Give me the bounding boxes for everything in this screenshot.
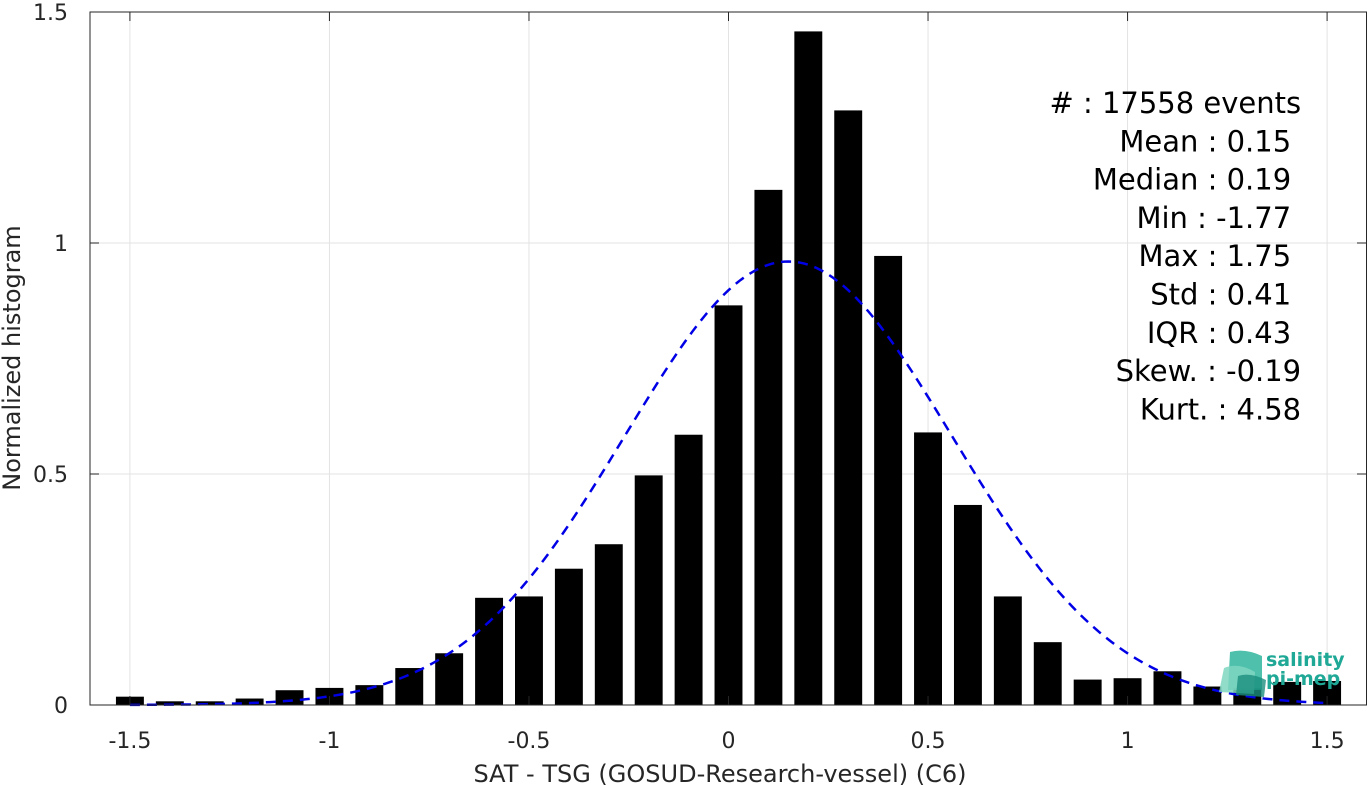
y-tick-label: 1 — [54, 232, 68, 257]
x-tick-label: 0 — [722, 729, 736, 754]
logo-text-salinity: salinity — [1266, 649, 1345, 671]
x-tick-label: -1 — [318, 729, 340, 754]
histogram-bar — [395, 668, 424, 705]
histogram-bar — [475, 597, 504, 705]
histogram-bar — [435, 653, 464, 705]
histogram-bar — [754, 189, 783, 705]
gaussian-fit-curve — [129, 260, 1328, 707]
y-axis-label: Normalized histogram — [0, 225, 26, 490]
histogram-bar — [993, 596, 1022, 705]
x-tick-label: 1 — [1121, 729, 1135, 754]
histogram-bar — [195, 701, 224, 705]
stat-line: Kurt. : 4.58 — [1140, 392, 1301, 426]
histogram-bar — [515, 596, 543, 705]
x-tick-label: -1.5 — [108, 729, 151, 754]
histogram-bar — [794, 31, 823, 706]
histogram-bar — [1033, 642, 1062, 705]
y-tick-label: 0 — [54, 694, 68, 719]
histogram-bar — [1193, 686, 1222, 705]
x-tick-labels: -1.5 -1 -0.5 0 0.5 1 1.5 — [108, 729, 1344, 754]
histogram-bars — [115, 31, 1342, 706]
histogram-bar — [834, 110, 863, 705]
histogram-bar — [594, 544, 623, 705]
statistics-annotation: # : 17558 events Mean : 0.15 Median : 0.19… — [1049, 86, 1301, 426]
x-tick-label: 0.5 — [911, 729, 946, 754]
stat-line: # : 17558 events — [1049, 86, 1301, 120]
histogram-bar — [1073, 679, 1102, 705]
y-tick-labels: 0 0.5 1 1.5 — [33, 1, 68, 719]
histogram-bar — [674, 434, 703, 705]
x-tick-label: -0.5 — [508, 729, 551, 754]
histogram-bar — [953, 504, 982, 705]
stat-line: Max : 1.75 — [1138, 239, 1291, 273]
histogram-bar — [155, 701, 184, 705]
stat-line: Skew. : -0.19 — [1116, 354, 1302, 388]
y-tick-label: 0.5 — [33, 463, 68, 488]
stat-line: Median : 0.19 — [1093, 163, 1291, 197]
histogram-bar — [914, 432, 942, 705]
axis-ticks — [90, 11, 1366, 706]
stat-line: IQR : 0.43 — [1147, 316, 1291, 350]
stat-line: Min : -1.77 — [1136, 201, 1291, 235]
histogram-bar — [554, 568, 583, 705]
y-tick-label: 1.5 — [33, 1, 68, 26]
histogram-bar — [714, 305, 743, 705]
salinity-pi-mep-logo: salinity pi-mep — [1219, 649, 1345, 697]
wave-logo-icon — [1219, 650, 1266, 697]
histogram-bar — [355, 685, 384, 705]
stat-line: Mean : 0.15 — [1119, 124, 1291, 158]
histogram-bar — [1153, 671, 1182, 705]
x-axis-label: SAT - TSG (GOSUD-Research-vessel) (C6) — [474, 760, 967, 785]
histogram-bar — [235, 698, 264, 705]
stat-line: Std : 0.41 — [1150, 278, 1291, 312]
logo-text-pi-mep: pi-mep — [1266, 668, 1340, 690]
x-tick-label: 1.5 — [1310, 729, 1345, 754]
histogram-bar — [874, 255, 903, 705]
histogram-bar — [634, 475, 663, 705]
histogram-bar — [275, 690, 304, 705]
